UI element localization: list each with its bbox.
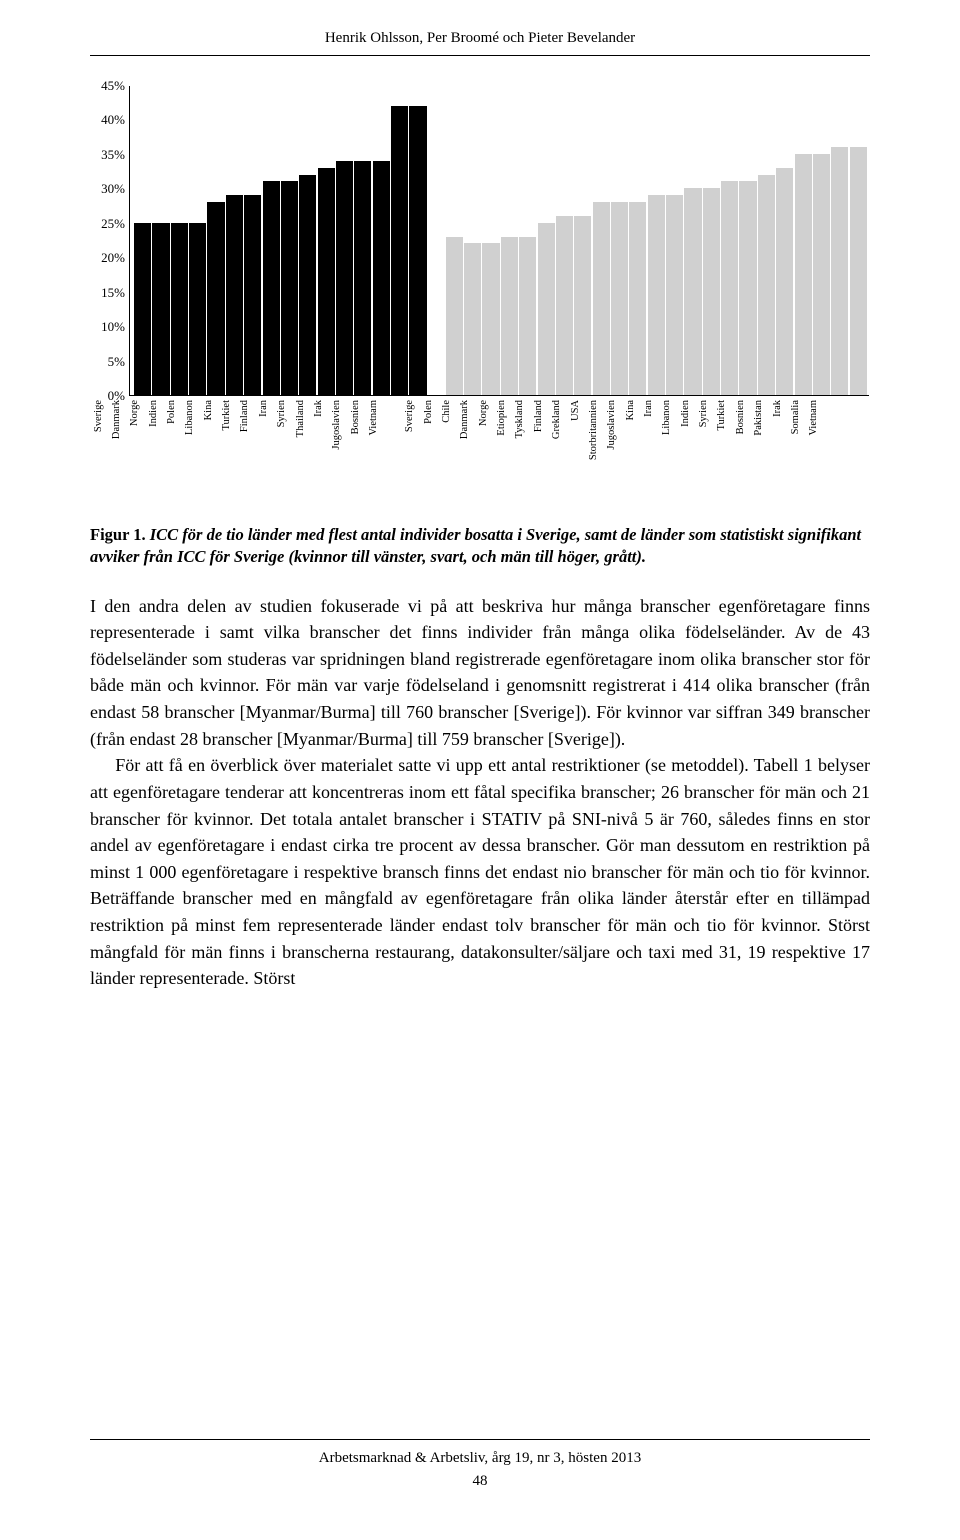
bar (850, 147, 867, 395)
y-tick-label: 10% (91, 319, 125, 335)
caption-body: ICC för de tio länder med flest antal in… (90, 525, 861, 566)
bar (482, 243, 499, 395)
bar (574, 216, 591, 395)
bar (373, 161, 390, 395)
bar (263, 181, 280, 395)
y-tick-label: 5% (91, 354, 125, 370)
bar (409, 106, 426, 395)
bar (648, 195, 665, 395)
y-tick-label: 35% (91, 147, 125, 163)
bar (134, 223, 151, 395)
plot-area (129, 86, 869, 396)
running-head: Henrik Ohlsson, Per Broomé och Pieter Be… (90, 30, 870, 47)
bar (171, 223, 188, 395)
bar (226, 195, 243, 395)
footer-rule (90, 1439, 870, 1440)
bar (795, 154, 812, 395)
paragraph-1: I den andra delen av studien fokuserade … (90, 593, 870, 753)
bar (152, 223, 169, 395)
y-tick-label: 45% (91, 78, 125, 94)
bar (299, 175, 316, 395)
bar (519, 237, 536, 395)
bar (776, 168, 793, 395)
bar (703, 188, 720, 395)
bar (666, 195, 683, 395)
bar (244, 195, 261, 395)
bar (446, 237, 463, 395)
bar (556, 216, 573, 395)
bar (538, 223, 555, 395)
bar (739, 181, 756, 395)
bar (391, 106, 408, 395)
bar (207, 202, 224, 395)
y-tick-label: 30% (91, 181, 125, 197)
caption-lead: Figur 1. (90, 525, 146, 544)
bar (611, 202, 628, 395)
bar (758, 175, 775, 395)
icc-bar-chart: 0%5%10%15%20%25%30%35%40%45%SverigeDanma… (91, 86, 869, 496)
bar (281, 181, 298, 395)
page-number: 48 (0, 1473, 960, 1490)
page-footer: Arbetsmarknad & Arbetsliv, årg 19, nr 3,… (0, 1439, 960, 1490)
x-label: Vietnam (809, 400, 905, 436)
bar (354, 161, 371, 395)
bar (831, 147, 848, 395)
bar (501, 237, 518, 395)
bar (593, 202, 610, 395)
bar (336, 161, 353, 395)
bar (721, 181, 738, 395)
bar (684, 188, 701, 395)
bar (189, 223, 206, 395)
paragraph-2: För att få en överblick över materialet … (90, 752, 870, 992)
y-tick-label: 25% (91, 216, 125, 232)
page: Henrik Ohlsson, Per Broomé och Pieter Be… (0, 0, 960, 1540)
y-tick-label: 15% (91, 285, 125, 301)
bar (629, 202, 646, 395)
journal-line: Arbetsmarknad & Arbetsliv, årg 19, nr 3,… (0, 1450, 960, 1467)
bar (464, 243, 481, 395)
figure-caption: Figur 1. ICC för de tio länder med flest… (90, 524, 870, 569)
body-text: I den andra delen av studien fokuserade … (90, 593, 870, 992)
bar (318, 168, 335, 395)
y-tick-label: 40% (91, 112, 125, 128)
bar (813, 154, 830, 395)
y-tick-label: 20% (91, 250, 125, 266)
head-rule (90, 55, 870, 56)
